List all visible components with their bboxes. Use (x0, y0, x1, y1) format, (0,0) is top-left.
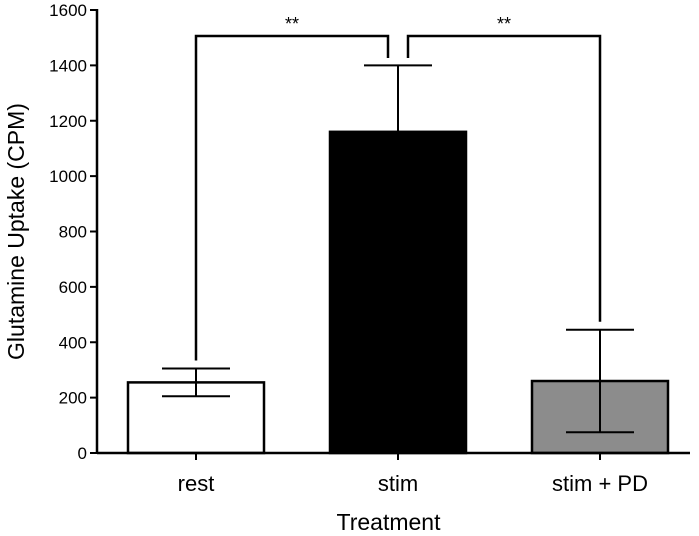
y-tick-label: 800 (59, 223, 87, 242)
y-tick-label: 1200 (49, 112, 87, 131)
category-label: stim (378, 471, 418, 496)
y-tick-label: 1000 (49, 167, 87, 186)
significance-bracket (406, 34, 602, 322)
y-tick-label: 400 (59, 333, 87, 352)
y-tick-label: 1600 (49, 1, 87, 20)
y-axis-title: Glutamine Uptake (CPM) (3, 103, 29, 360)
significance-bracket (194, 34, 390, 361)
x-axis-title: Treatment (337, 509, 442, 535)
category-labels-group: rest stim stim + PD (178, 453, 648, 496)
y-ticks-group: 0 200 400 600 800 1000 1200 1400 1600 (49, 1, 97, 463)
significance-label: ** (497, 14, 511, 34)
category-label: rest (178, 471, 215, 496)
y-tick-label: 1400 (49, 56, 87, 75)
significance-label: ** (285, 14, 299, 34)
error-bars-group (162, 64, 634, 434)
y-tick-label: 600 (59, 278, 87, 297)
y-tick-label: 0 (78, 444, 87, 463)
y-tick-label: 200 (59, 389, 87, 408)
significance-group: ** ** (194, 14, 602, 361)
category-label: stim + PD (552, 471, 648, 496)
